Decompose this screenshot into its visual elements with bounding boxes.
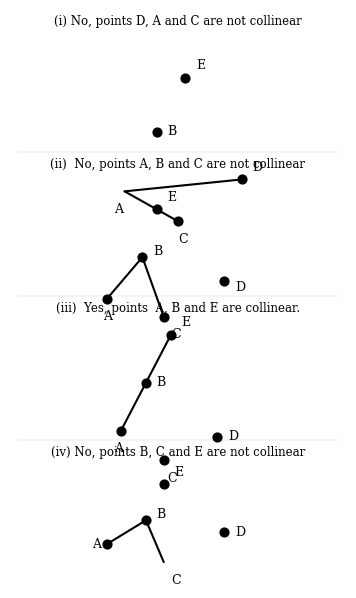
Text: (iii)  Yes, points  A, B and E are collinear.: (iii) Yes, points A, B and E are colline… [56, 302, 300, 315]
Text: D: D [228, 430, 238, 443]
Point [214, 432, 220, 441]
Text: B: B [157, 376, 166, 389]
Text: A: A [114, 203, 123, 216]
Text: C: C [167, 472, 177, 485]
Text: E: E [196, 59, 205, 72]
Text: E: E [182, 316, 191, 329]
Point [143, 378, 149, 388]
Text: D: D [235, 280, 245, 294]
Point [161, 456, 167, 465]
Text: (i) No, points D, A and C are not collinear: (i) No, points D, A and C are not collin… [54, 15, 302, 28]
Point [154, 127, 159, 136]
Text: C: C [171, 573, 180, 587]
Point [143, 515, 149, 525]
Point [182, 73, 188, 83]
Point [239, 175, 245, 184]
Point [104, 294, 110, 304]
Text: E: E [167, 191, 177, 204]
Point [161, 312, 167, 322]
Text: C: C [171, 328, 180, 341]
Point [140, 252, 145, 262]
Text: E: E [174, 466, 184, 479]
Text: D: D [253, 161, 263, 174]
Text: (iv) No, points B, C and E are not collinear: (iv) No, points B, C and E are not colli… [51, 446, 305, 459]
Text: D: D [235, 526, 245, 539]
Point [118, 426, 124, 435]
Text: A: A [114, 442, 123, 455]
Text: B: B [167, 125, 177, 138]
Point [104, 539, 110, 549]
Point [221, 276, 227, 286]
Point [168, 330, 174, 340]
Text: A: A [93, 538, 101, 551]
Point [161, 480, 167, 489]
Text: A: A [103, 310, 112, 324]
Text: B: B [157, 508, 166, 521]
Text: C: C [178, 233, 188, 246]
Point [221, 527, 227, 537]
Text: (ii)  No, points A, B and C are not collinear: (ii) No, points A, B and C are not colli… [51, 158, 305, 172]
Point [154, 205, 159, 214]
Text: B: B [153, 245, 162, 258]
Point [175, 216, 181, 226]
